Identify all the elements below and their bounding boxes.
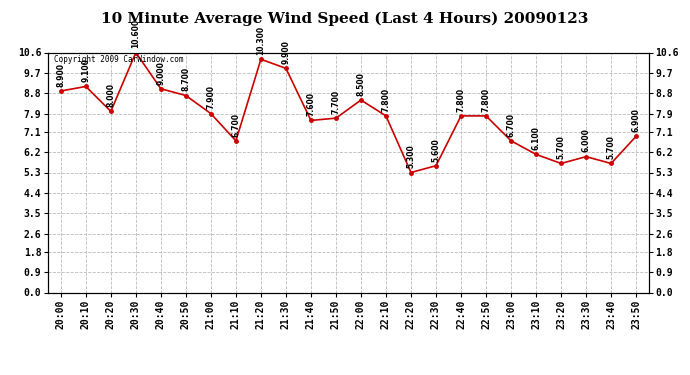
Text: 7.900: 7.900	[206, 86, 215, 109]
Text: Copyright 2009 CarWindow.com: Copyright 2009 CarWindow.com	[55, 55, 184, 64]
Text: 10.600: 10.600	[131, 19, 140, 48]
Text: 6.700: 6.700	[231, 112, 240, 136]
Text: 8.700: 8.700	[181, 67, 190, 92]
Text: 6.100: 6.100	[531, 126, 540, 150]
Text: 10 Minute Average Wind Speed (Last 4 Hours) 20090123: 10 Minute Average Wind Speed (Last 4 Hou…	[101, 11, 589, 26]
Text: 5.700: 5.700	[557, 135, 566, 159]
Text: 9.000: 9.000	[157, 61, 166, 84]
Text: 7.800: 7.800	[482, 88, 491, 112]
Text: 7.800: 7.800	[382, 88, 391, 112]
Text: 9.100: 9.100	[81, 58, 90, 82]
Text: 8.900: 8.900	[57, 63, 66, 87]
Text: 9.900: 9.900	[282, 40, 290, 64]
Text: 8.000: 8.000	[106, 83, 115, 107]
Text: 7.800: 7.800	[457, 88, 466, 112]
Text: 5.700: 5.700	[607, 135, 615, 159]
Text: 6.700: 6.700	[506, 112, 515, 136]
Text: 7.700: 7.700	[331, 90, 340, 114]
Text: 7.600: 7.600	[306, 92, 315, 116]
Text: 6.000: 6.000	[582, 129, 591, 153]
Text: 8.500: 8.500	[357, 72, 366, 96]
Text: 5.300: 5.300	[406, 145, 415, 168]
Text: 6.900: 6.900	[631, 108, 640, 132]
Text: 10.300: 10.300	[257, 26, 266, 55]
Text: 5.600: 5.600	[431, 138, 440, 162]
